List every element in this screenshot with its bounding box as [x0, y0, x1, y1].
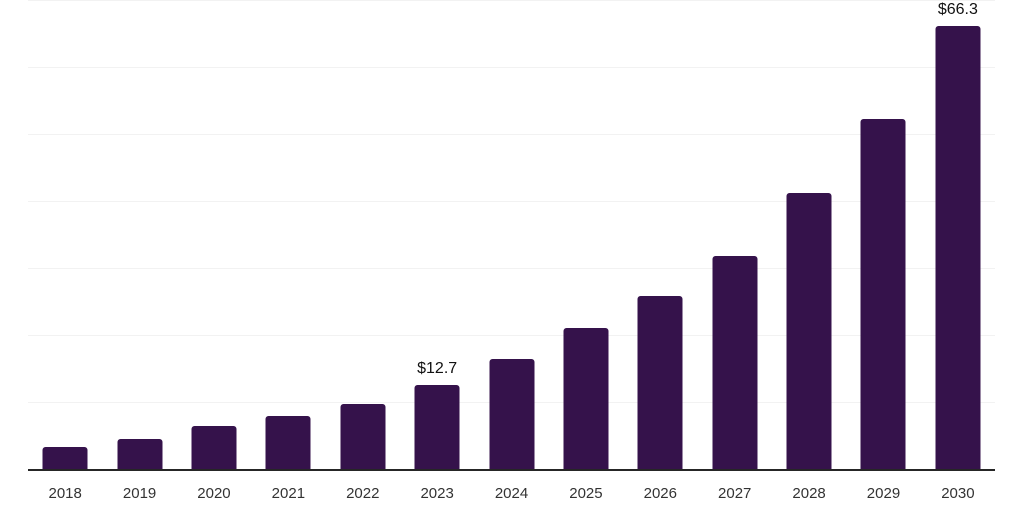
x-tick-2022: 2022 [346, 485, 380, 502]
bar-slot-2026 [623, 1, 697, 470]
bar-2026 [637, 296, 683, 470]
x-axis-labels: 2018 2019 2020 2021 2022 2023 2024 2025 2026 2027… [28, 483, 995, 509]
bar-2023 [414, 385, 460, 470]
x-tick-2028: 2028 [792, 485, 826, 502]
gridline-30 [28, 268, 995, 269]
x-tick-2019: 2019 [122, 485, 157, 502]
x-tick-2023: 2023 [420, 485, 454, 502]
x-tick-2029: 2029 [866, 485, 901, 502]
bars-container: $12.7 $66.3 [28, 1, 995, 470]
bar-value-label-2030: $66.3 [937, 1, 978, 18]
bar-slot-2024 [474, 1, 548, 470]
bar-slot-2029 [846, 1, 920, 470]
x-axis-line [28, 469, 995, 471]
gridline-50 [28, 134, 995, 135]
x-tick-2027: 2027 [718, 485, 752, 502]
bar-2019 [117, 439, 163, 470]
bar-2020 [191, 426, 237, 470]
bar-2022 [340, 404, 386, 470]
x-tick-2030: 2030 [941, 485, 975, 502]
x-tick-2024: 2024 [494, 485, 529, 502]
bar-slot-2023: $12.7 [400, 1, 474, 470]
bar-2025 [563, 328, 609, 470]
bar-2018 [42, 447, 88, 470]
bar-slot-2027 [698, 1, 772, 470]
bar-slot-2028 [772, 1, 846, 470]
bar-2030 [935, 26, 981, 470]
bar-2028 [786, 193, 832, 470]
bar-2027 [712, 256, 758, 470]
x-tick-2018: 2018 [48, 485, 82, 502]
x-tick-2026: 2026 [643, 485, 677, 502]
bar-slot-2022 [326, 1, 400, 470]
x-tick-2020: 2020 [197, 485, 231, 502]
bar-slot-2019 [102, 1, 176, 470]
bar-slot-2021 [251, 1, 325, 470]
bar-slot-2025 [549, 1, 623, 470]
x-tick-2021: 2021 [271, 485, 306, 502]
gridline-40 [28, 201, 995, 202]
bar-slot-2030: $66.3 [921, 1, 995, 470]
bar-2024 [489, 359, 535, 470]
bar-slot-2018 [28, 1, 102, 470]
gridline-70 [28, 0, 995, 1]
bar-2029 [860, 119, 906, 470]
gridline-60 [28, 67, 995, 68]
gridline-20 [28, 335, 995, 336]
bar-2021 [265, 416, 311, 470]
x-tick-2025: 2025 [569, 485, 603, 502]
bar-value-label-2023: $12.7 [417, 360, 458, 377]
bar-slot-2020 [177, 1, 251, 470]
